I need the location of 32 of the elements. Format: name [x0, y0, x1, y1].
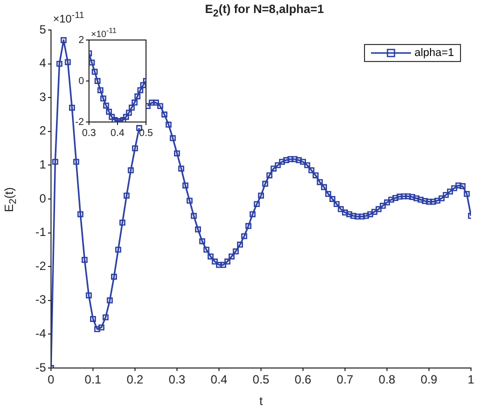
legend-label: alpha=1 [414, 47, 454, 59]
y-tick-label: -4 [35, 326, 46, 341]
y-tick-label: 0 [39, 191, 46, 206]
y-tick-label: 2 [39, 124, 46, 138]
x-tick-label: 0.5 [139, 128, 154, 139]
x-tick-label: 0.8 [378, 372, 396, 387]
y-tick-label: 0 [78, 76, 84, 87]
y-tick-label: 2 [78, 34, 84, 46]
x-tick-label: 0.3 [168, 372, 186, 387]
chart-title: E$_{2}$(t) for N=8,alpha=1 [205, 2, 324, 20]
text: ×10$^{-11}$ [53, 10, 84, 26]
x-tick-label: 0.4 [210, 372, 228, 387]
x-tick-label: 0.6 [294, 372, 312, 387]
y-tick-label: -5 [35, 360, 46, 374]
y-tick-label: 5 [39, 22, 46, 36]
x-tick-label: 0.2 [126, 372, 144, 387]
x-axis-title: t [259, 394, 264, 408]
y-tick-label: 4 [39, 56, 46, 70]
x-tick-label: 0.5 [252, 372, 270, 387]
y-tick-label: -2 [75, 116, 84, 128]
y-tick-label: -3 [35, 292, 46, 307]
x-tick-label: 0.9 [420, 372, 438, 387]
x-tick-label: 1 [468, 372, 475, 387]
x-tick-label: 0.7 [336, 372, 354, 387]
x-tick-label: 0.4 [110, 128, 125, 139]
annotation: ×10$^{-11}$ [91, 26, 117, 39]
x-tick-label: 0.1 [84, 372, 102, 387]
y-tick-label: 1 [39, 158, 46, 172]
y-tick-label: -1 [35, 225, 46, 240]
y-tick-label: 3 [39, 90, 46, 104]
x-tick-label: 0.3 [82, 128, 96, 139]
y-tick-label: -2 [35, 258, 46, 273]
